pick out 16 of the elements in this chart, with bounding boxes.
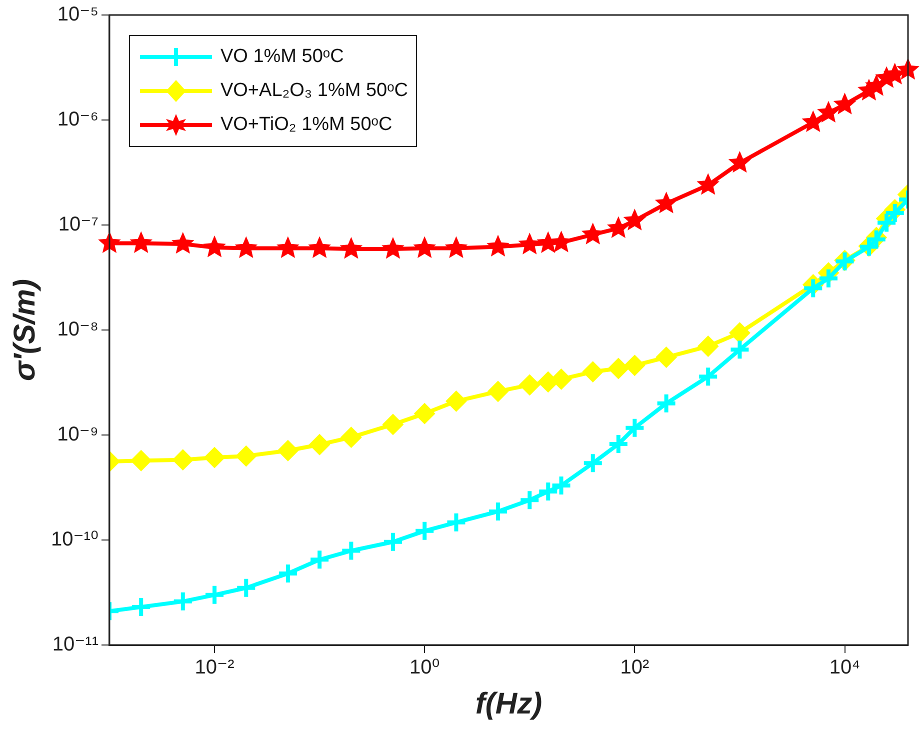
y-tick-label: 10⁻⁵ <box>57 4 98 26</box>
y-tick-label: 10⁻⁶ <box>57 108 98 131</box>
x-axis-title: f(Hz) <box>475 687 542 720</box>
x-tick-label: 10² <box>620 656 650 679</box>
y-tick-label: 10⁻⁸ <box>57 318 98 341</box>
x-tick-label: 10⁻² <box>194 656 235 679</box>
legend-label: VO 1%M 50ᵒC <box>220 46 344 68</box>
legend-label: VO+AL₂O₃ 1%M 50ᵒC <box>220 80 408 102</box>
y-tick-label: 10⁻⁹ <box>57 424 98 446</box>
y-tick-label: 10⁻¹⁰ <box>50 528 98 551</box>
y-axis-title: σ′(S/m) <box>8 278 42 382</box>
y-tick-label: 10⁻⁷ <box>58 214 98 236</box>
x-tick-label: 10⁰ <box>409 656 440 679</box>
legend-label: VO+TiO₂ 1%M 50ᵒC <box>220 114 392 136</box>
x-tick-label: 10⁴ <box>829 656 860 679</box>
y-tick-label: 10⁻¹¹ <box>52 634 99 656</box>
